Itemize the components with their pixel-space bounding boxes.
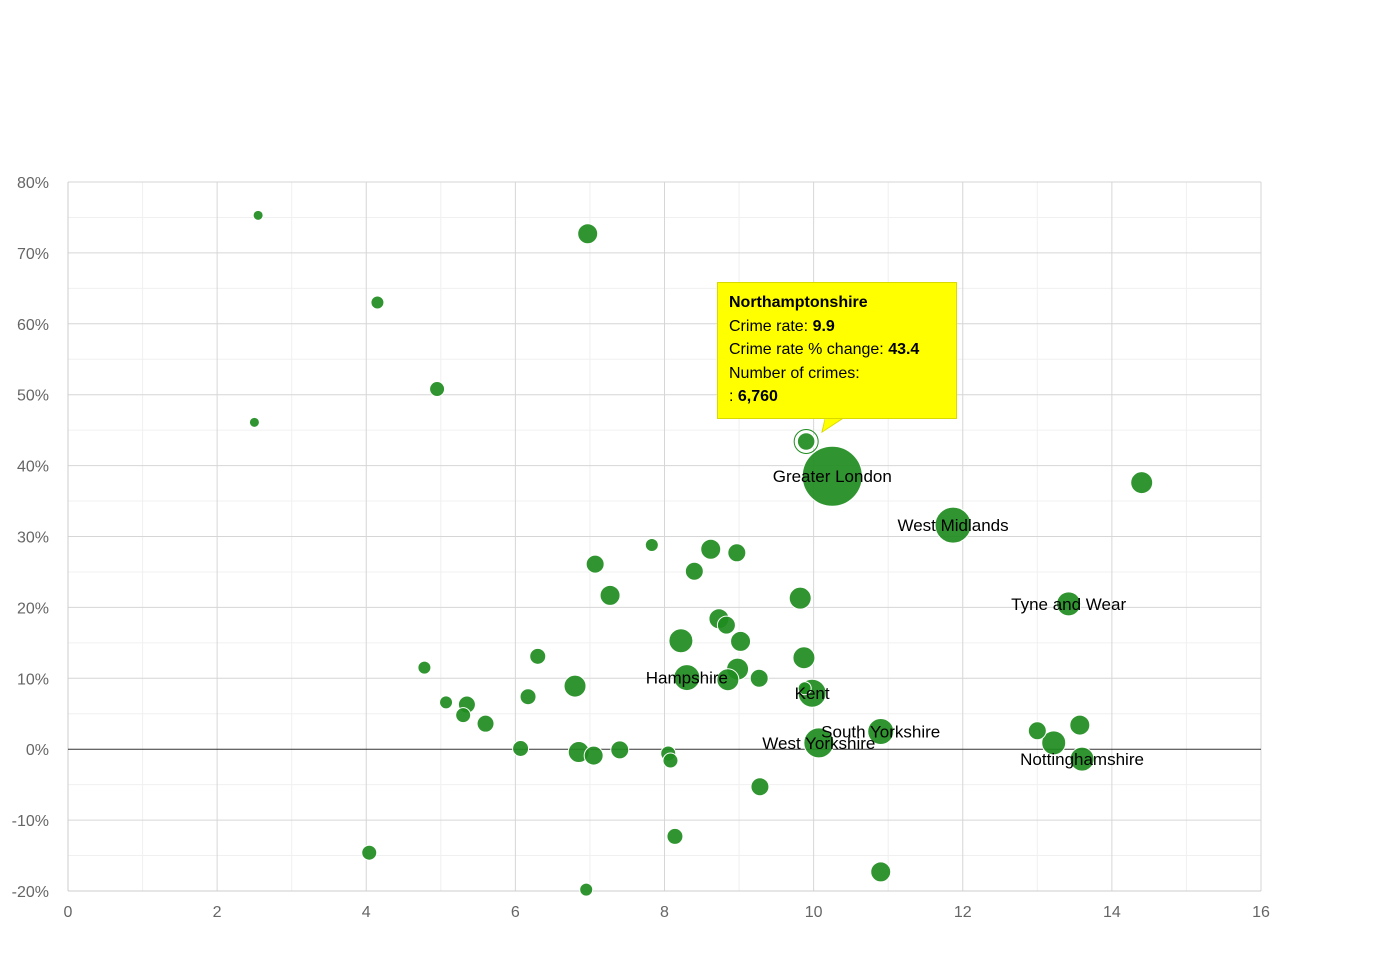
bubble[interactable]: [700, 538, 722, 560]
highlighted-bubble-ring: [793, 428, 819, 454]
bubble[interactable]: [579, 882, 594, 897]
y-tick-label: 0%: [26, 742, 49, 759]
bubble[interactable]: [803, 727, 835, 759]
bubble-label: West Midlands: [897, 516, 1008, 535]
bubble[interactable]: [644, 538, 659, 553]
x-tick-label: 10: [805, 904, 823, 921]
bubble[interactable]: [716, 668, 740, 692]
bubble[interactable]: [599, 584, 621, 606]
bubble[interactable]: [870, 861, 892, 883]
bubble[interactable]: [801, 445, 863, 507]
bubble[interactable]: [519, 688, 537, 706]
bubble[interactable]: [429, 381, 446, 398]
bubble[interactable]: [563, 674, 587, 698]
bubble[interactable]: [867, 717, 895, 745]
bubble[interactable]: [797, 681, 812, 696]
y-tick-label: -20%: [12, 884, 49, 901]
x-tick-label: 14: [1103, 904, 1121, 921]
y-tick-label: 50%: [17, 388, 49, 405]
bubble[interactable]: [730, 630, 752, 652]
tooltip: Northamptonshire Crime rate: 9.9 Crime r…: [717, 282, 957, 419]
y-tick-label: -10%: [12, 813, 49, 830]
bubble[interactable]: [248, 416, 260, 428]
bubble[interactable]: [1041, 730, 1067, 756]
bubble[interactable]: [684, 561, 704, 581]
bubble[interactable]: [577, 223, 599, 245]
tooltip-crimes-value: : 6,760: [729, 388, 778, 405]
x-tick-label: 12: [954, 904, 972, 921]
tooltip-change: Crime rate % change: 43.4: [729, 341, 920, 358]
bubble-label: Tyne and Wear: [1011, 595, 1126, 614]
bubble[interactable]: [361, 844, 378, 861]
bubble[interactable]: [668, 628, 694, 654]
y-tick-label: 20%: [17, 600, 49, 617]
x-tick-label: 6: [511, 904, 520, 921]
y-axis-tick-labels: 80% 70% 60% 50% 40% 30% 20% 10% 0% -10% -20%: [12, 175, 49, 901]
bubble[interactable]: [792, 646, 816, 670]
bubble[interactable]: [476, 714, 495, 733]
bubble[interactable]: [610, 740, 630, 760]
x-tick-label: 8: [660, 904, 669, 921]
bubble[interactable]: [934, 506, 972, 544]
bubble[interactable]: [716, 615, 736, 635]
bubble[interactable]: [727, 543, 747, 563]
bubble[interactable]: [252, 209, 264, 221]
y-tick-label: 40%: [17, 459, 49, 476]
bubble-label: Hampshire: [646, 669, 728, 688]
bubble[interactable]: [439, 695, 454, 710]
bubble[interactable]: [1056, 591, 1082, 617]
bubble[interactable]: [455, 707, 472, 724]
bubble[interactable]: [417, 660, 432, 675]
x-axis-tick-labels: 0 2 4 6 8 10 12 14 16: [64, 904, 1270, 921]
y-tick-label: 10%: [17, 671, 49, 688]
y-tick-label: 70%: [17, 246, 49, 263]
bubbles: [248, 209, 1154, 897]
bubble[interactable]: [750, 777, 770, 797]
bubble-label: Greater London: [773, 467, 892, 486]
y-tick-label: 30%: [17, 530, 49, 547]
bubble-label: West Yorkshire: [762, 734, 875, 753]
x-tick-label: 16: [1252, 904, 1270, 921]
bubble[interactable]: [1027, 721, 1047, 741]
x-tick-label: 4: [362, 904, 371, 921]
tooltip-crime-rate: Crime rate: 9.9: [729, 317, 835, 335]
bubble-label: Nottinghamshire: [1020, 750, 1144, 769]
x-tick-label: 0: [64, 904, 73, 921]
bubble[interactable]: [666, 827, 684, 845]
bubble[interactable]: [585, 554, 605, 574]
bubble[interactable]: [512, 739, 530, 757]
bubble[interactable]: [662, 752, 679, 769]
bubble-label: Kent: [795, 684, 830, 703]
highlighted-bubble[interactable]: [796, 431, 816, 452]
bubble[interactable]: [583, 745, 604, 766]
bubble[interactable]: [673, 664, 701, 692]
bubble[interactable]: [749, 668, 769, 688]
tooltip-crimes-label: Number of crimes:: [729, 364, 860, 382]
bubble[interactable]: [788, 586, 812, 610]
x-tick-label: 2: [213, 904, 222, 921]
bubble[interactable]: [1130, 471, 1154, 495]
y-tick-label: 60%: [17, 317, 49, 334]
bubble[interactable]: [1069, 746, 1095, 772]
bubble[interactable]: [529, 647, 547, 665]
bubble-label: South Yorkshire: [821, 722, 940, 741]
bubble[interactable]: [370, 295, 385, 310]
tooltip-title: Northamptonshire: [729, 294, 868, 311]
y-tick-label: 80%: [17, 175, 49, 192]
bubble[interactable]: [1069, 714, 1091, 736]
